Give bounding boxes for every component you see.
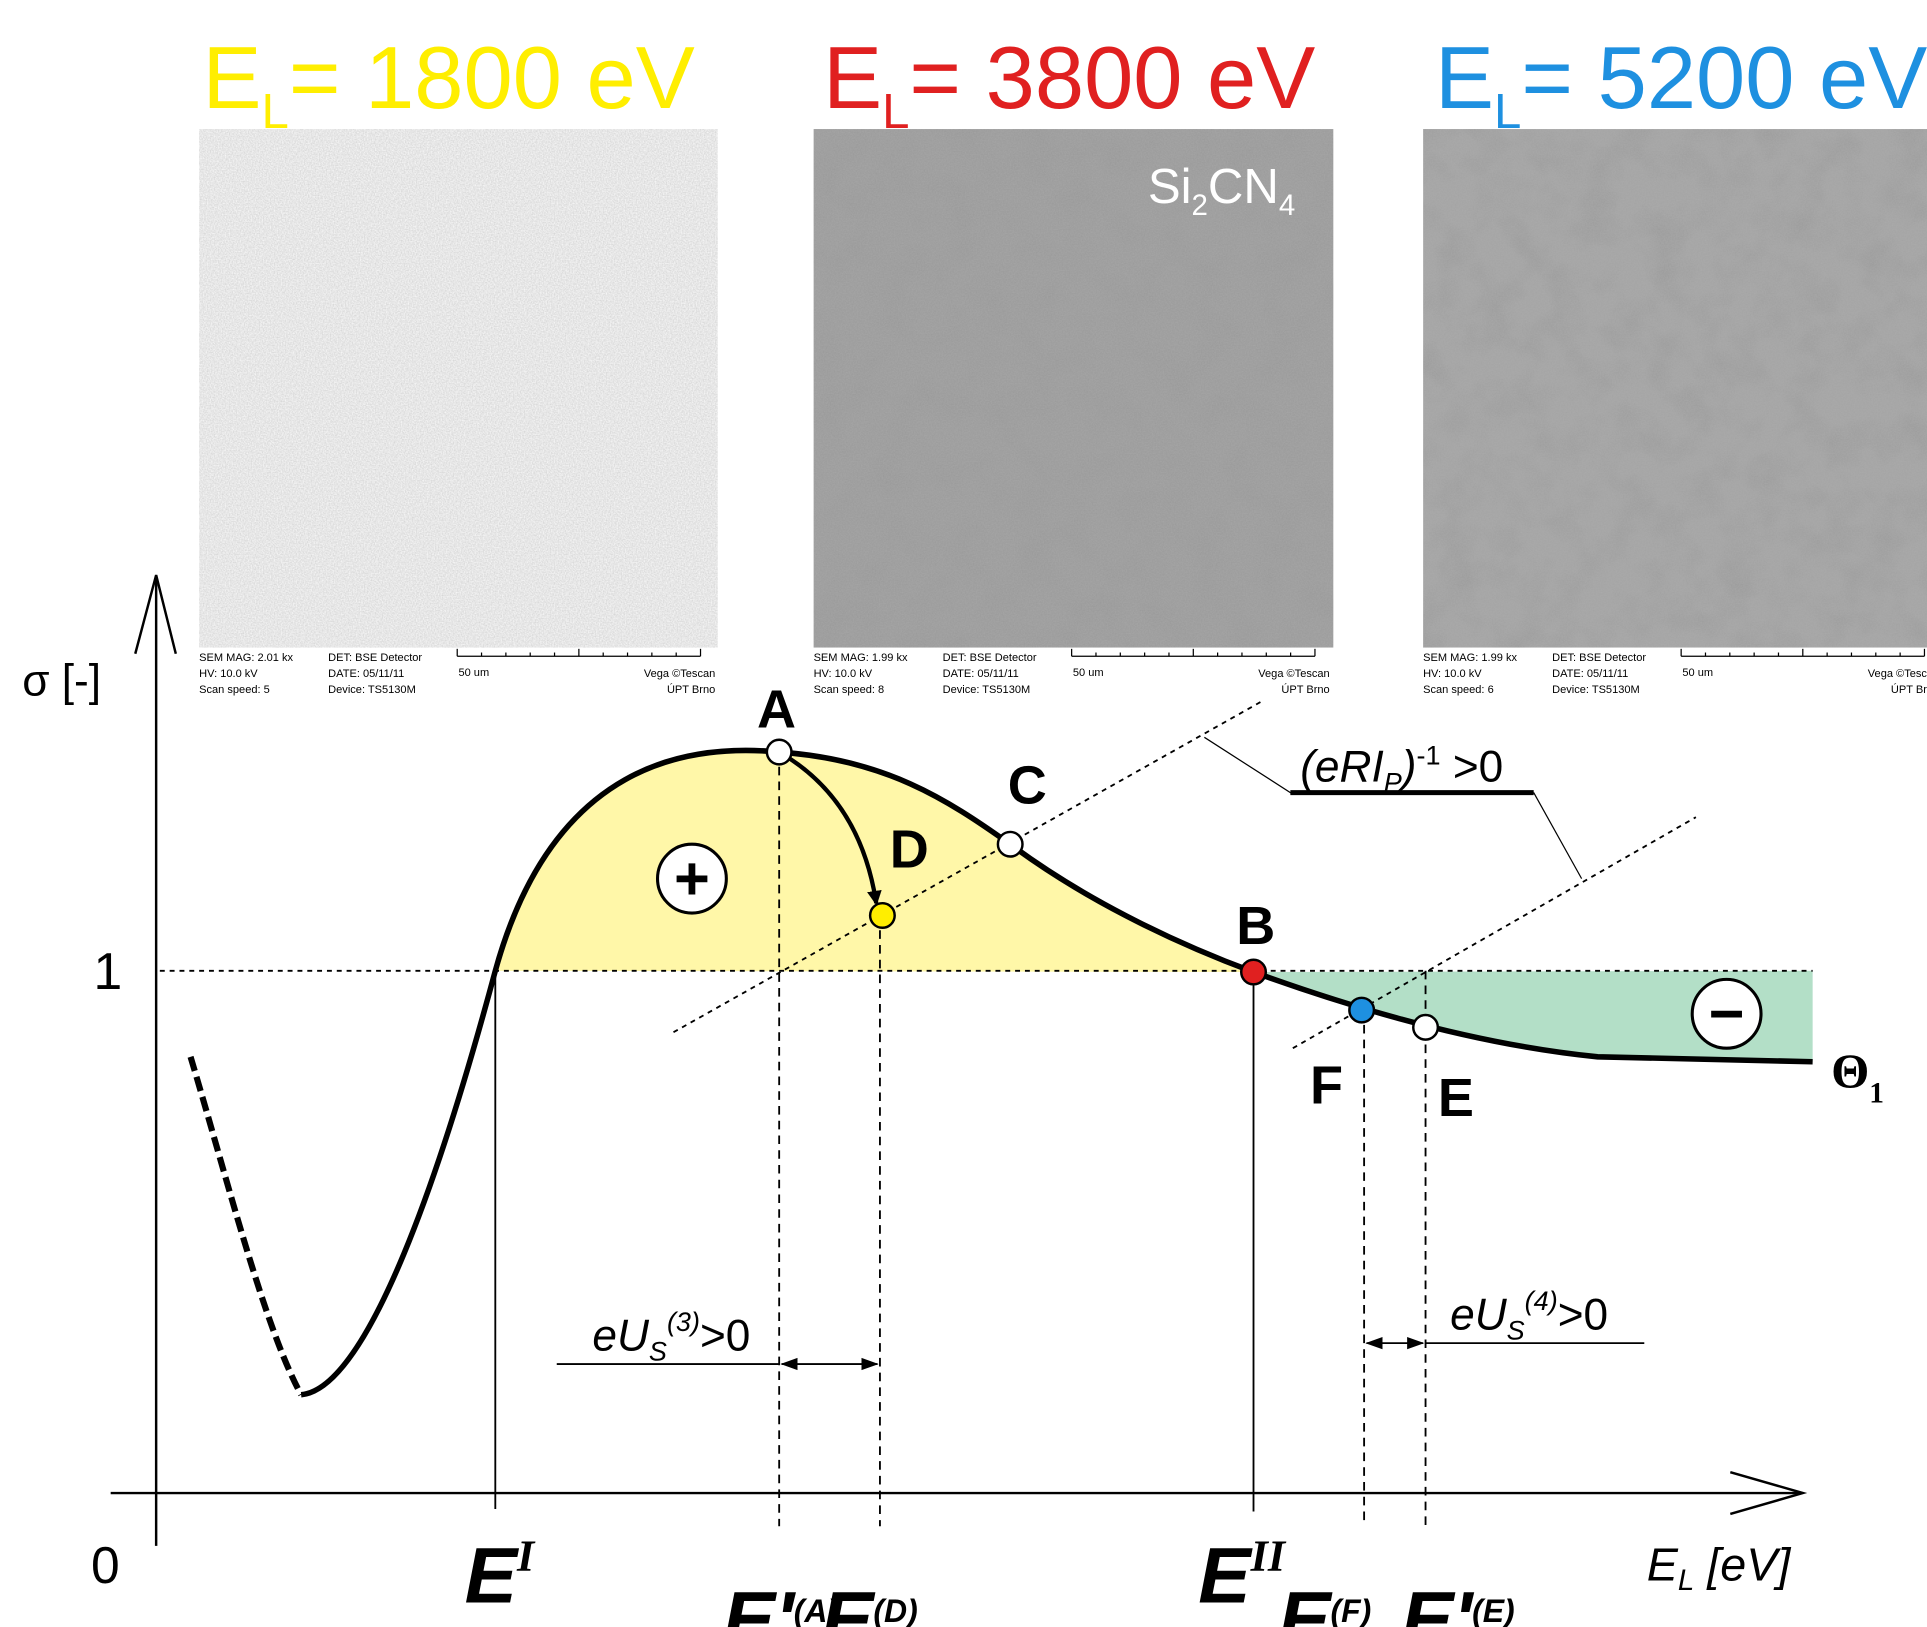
scale-label: 50 um: [1682, 667, 1713, 679]
point-label: B: [1236, 896, 1275, 956]
panel-title: EL= 3800 eV: [823, 28, 1315, 139]
caption-text: DET: BSE Detector: [328, 652, 422, 664]
sample-label: Si2CN4: [1148, 160, 1296, 222]
sem-image: [199, 129, 718, 648]
title-symbol: E: [203, 28, 262, 127]
title-value: = 1800 eV: [289, 28, 695, 127]
point-label: F: [1310, 1056, 1343, 1116]
y-axis-label: σ [-]: [22, 657, 101, 706]
scale-label: 50 um: [458, 667, 489, 679]
point-d: [870, 903, 895, 928]
title-symbol: E: [1435, 28, 1494, 127]
sigma-curve-dashed: [191, 1057, 302, 1395]
caption-text: DATE: 05/11/11: [1552, 668, 1628, 680]
energy-label: EI: [465, 1531, 536, 1619]
caption-text: Vega ©Tescan: [1258, 668, 1329, 680]
figure: EL= 1800 eV SEM MAG: 2.01 kx HV: 10.0 kV Sc…: [0, 0, 1927, 1627]
point-label: E: [1438, 1068, 1474, 1128]
x-axis-label: EL [eV]: [1647, 1538, 1792, 1597]
title-symbol: E: [823, 28, 882, 127]
point-e: [1413, 1015, 1438, 1040]
point-label: C: [1008, 756, 1047, 816]
shift-label: eUS(3)>0: [592, 1307, 750, 1366]
caption-text: ÚPT Brno: [1281, 683, 1329, 696]
caption-text: DATE: 05/11/11: [943, 668, 1019, 680]
label-part: CN: [1208, 160, 1279, 214]
panel-title: EL= 1800 eV: [203, 28, 695, 139]
caption-text: Device: TS5130M: [943, 684, 1031, 696]
caption-text: Vega ©Tescan: [1868, 668, 1927, 680]
caption-text: Device: TS5130M: [1552, 684, 1640, 696]
label-part: Si: [1148, 160, 1192, 214]
graph: [111, 575, 1813, 1546]
caption-text: ÚPT Brno: [667, 683, 715, 696]
caption-text: DET: BSE Detector: [1552, 652, 1646, 664]
region-sign: −: [1709, 980, 1745, 1049]
sem-panel: EL= 3800 eV Si2CN4 SEM MAG: 1.99 kx HV: 10.…: [814, 28, 1334, 696]
caption-text: Scan speed: 6: [1423, 684, 1494, 696]
line-label: (eRIP)-1 >0: [1300, 740, 1503, 797]
caption-text: SEM MAG: 1.99 kx: [1423, 652, 1517, 664]
point-a: [767, 740, 792, 765]
caption-text: SEM MAG: 2.01 kx: [199, 652, 293, 664]
leader-line: [1534, 793, 1582, 879]
sem-panel: EL= 1800 eV SEM MAG: 2.01 kx HV: 10.0 kV Sc…: [199, 28, 718, 696]
caption-text: Vega ©Tescan: [644, 668, 715, 680]
sem-image: [1423, 129, 1927, 648]
scale-label: 50 um: [1073, 667, 1104, 679]
panel-title: EL= 5200 eV: [1435, 28, 1927, 139]
energy-label: EII: [1198, 1531, 1287, 1619]
shift-label: eUS(4)>0: [1450, 1286, 1608, 1345]
title-value: = 5200 eV: [1521, 28, 1927, 127]
energy-label: E'(E): [1401, 1576, 1515, 1627]
y-one-label: 1: [93, 942, 122, 1000]
point-b: [1241, 960, 1266, 985]
caption-text: Scan speed: 5: [199, 684, 270, 696]
energy-label: E(F): [1278, 1576, 1371, 1627]
point-f: [1349, 998, 1374, 1023]
graph-labels: σ [-] 1 0 EL [eV] A C D B F E + − Θ1 (eR…: [22, 657, 1884, 1627]
positive-region: [495, 750, 1253, 972]
point-label: D: [890, 820, 929, 880]
sem-panel: EL= 5200 eV SEM MAG: 1.99 kx HV: 10.0 kV Sc…: [1423, 28, 1927, 696]
caption-text: SEM MAG: 1.99 kx: [814, 652, 908, 664]
label-sub: 2: [1192, 189, 1208, 222]
origin-label: 0: [91, 1536, 120, 1594]
caption-text: HV: 10.0 kV: [1423, 668, 1482, 680]
region-sign: +: [674, 845, 710, 914]
energy-label: E(D): [821, 1576, 918, 1627]
caption-text: HV: 10.0 kV: [814, 668, 873, 680]
sem-panels: EL= 1800 eV SEM MAG: 2.01 kx HV: 10.0 kV Sc…: [199, 28, 1927, 696]
curve-label: Θ1: [1831, 1044, 1884, 1110]
title-value: = 3800 eV: [909, 28, 1315, 127]
caption-text: Device: TS5130M: [328, 684, 416, 696]
point-label: A: [757, 679, 796, 739]
label-sub: 4: [1279, 189, 1295, 222]
caption-text: DET: BSE Detector: [943, 652, 1037, 664]
caption-text: ÚPT Brno: [1891, 683, 1927, 696]
point-c: [998, 832, 1023, 857]
caption-text: DATE: 05/11/11: [328, 668, 404, 680]
caption-text: HV: 10.0 kV: [199, 668, 258, 680]
caption-text: Scan speed: 8: [814, 684, 885, 696]
